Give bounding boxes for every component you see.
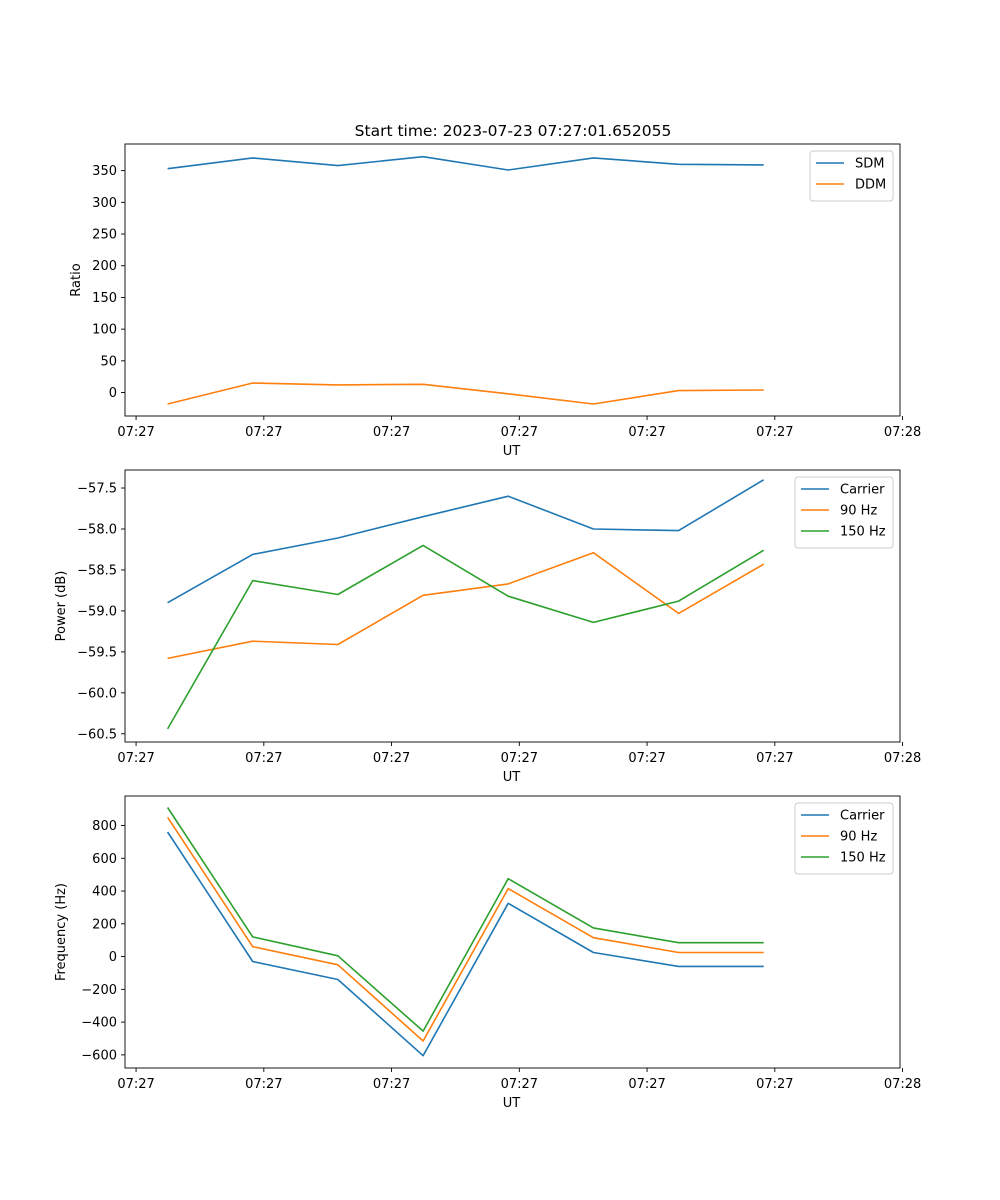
y-tick-label: −200	[81, 983, 117, 998]
y-tick-label: 50	[100, 354, 117, 369]
x-tick-label: 07:27	[628, 1077, 665, 1092]
y-tick-label: −400	[81, 1016, 117, 1031]
legend-label: 150 Hz	[840, 851, 886, 866]
y-axis-label: Power (dB)	[54, 571, 69, 642]
panel-3: 07:27 07:27 07:27 07:27 07:27 07:27 07:28 −600 −…	[54, 795, 921, 1111]
x-tick-label: 07:27	[117, 751, 154, 766]
x-axis-label: UT	[503, 444, 521, 459]
series-line-ddm	[167, 382, 764, 405]
x-tick-label: 07:27	[756, 425, 793, 440]
y-tick-label: 100	[92, 323, 117, 338]
legend-label: 150 Hz	[840, 525, 886, 540]
x-tick-label: 07:27	[756, 1077, 793, 1092]
x-tick-label: 07:27	[628, 751, 665, 766]
legend: SDM DDM	[809, 150, 894, 202]
y-tick-label: 0	[109, 950, 117, 965]
y-tick-label: 200	[92, 259, 117, 274]
y-tick-label: 0	[109, 386, 117, 401]
y-axis-label: Ratio	[69, 263, 84, 296]
y-tick-label: −57.5	[77, 482, 117, 497]
series-line-150-hz	[166, 807, 764, 1032]
y-tick-label: 350	[92, 164, 117, 179]
legend-label: DDM	[855, 178, 886, 193]
series-line-150-hz	[166, 544, 765, 730]
axes-frame	[124, 143, 901, 417]
y-tick-label: 400	[92, 885, 117, 900]
axes-frame	[124, 795, 901, 1069]
legend: Carrier 90 Hz 150 Hz	[794, 476, 894, 549]
legend: Carrier 90 Hz 150 Hz	[794, 802, 894, 875]
y-tick-label: 200	[92, 917, 117, 932]
x-tick-label: 07:27	[117, 425, 154, 440]
series-line-90-hz	[167, 551, 765, 660]
x-axis-label: UT	[503, 770, 521, 785]
x-tick-label: 07:27	[373, 751, 410, 766]
series-line-carrier	[166, 831, 764, 1057]
y-tick-label: 600	[92, 852, 117, 867]
y-tick-label: 150	[92, 291, 117, 306]
x-axis-label: UT	[503, 1096, 521, 1111]
y-tick-label: 300	[92, 196, 117, 211]
x-tick-label: 07:27	[628, 425, 665, 440]
panel-1: 07:27 07:27 07:27 07:27 07:27 07:27 07:28 0 50 10…	[69, 143, 921, 459]
y-tick-label: −59.5	[77, 645, 117, 660]
x-tick-label: 07:27	[373, 425, 410, 440]
legend-label: 90 Hz	[840, 504, 877, 519]
x-tick-label: 07:27	[117, 1077, 154, 1092]
x-tick-label: 07:28	[884, 425, 921, 440]
legend-label: Carrier	[840, 483, 885, 498]
y-tick-label: 800	[92, 819, 117, 834]
series-line-sdm	[167, 155, 764, 171]
x-tick-label: 07:27	[373, 1077, 410, 1092]
legend-label: Carrier	[840, 809, 885, 824]
legend-label: 90 Hz	[840, 830, 877, 845]
legend-label: SDM	[855, 157, 884, 172]
figure-title: Start time: 2023-07-23 07:27:01.652055	[355, 122, 672, 140]
x-tick-label: 07:28	[884, 1077, 921, 1092]
y-axis-label: Frequency (Hz)	[54, 883, 69, 981]
x-tick-label: 07:27	[245, 751, 282, 766]
y-tick-label: −60.0	[77, 686, 117, 701]
y-tick-label: −58.5	[77, 563, 117, 578]
y-tick-label: −59.0	[77, 604, 117, 619]
x-tick-label: 07:27	[501, 425, 538, 440]
series-line-90-hz	[166, 816, 764, 1042]
series-line-carrier	[167, 479, 765, 604]
y-tick-label: −58.0	[77, 522, 117, 537]
x-tick-label: 07:27	[245, 1077, 282, 1092]
x-tick-label: 07:28	[884, 751, 921, 766]
panel-2: 07:27 07:27 07:27 07:27 07:27 07:27 07:28 −60.5…	[54, 469, 921, 785]
x-tick-label: 07:27	[501, 751, 538, 766]
y-tick-label: −600	[81, 1048, 117, 1063]
x-tick-label: 07:27	[756, 751, 793, 766]
y-tick-label: 250	[92, 228, 117, 243]
axes-frame	[124, 469, 901, 743]
y-tick-label: −60.5	[77, 727, 117, 742]
x-tick-label: 07:27	[245, 425, 282, 440]
x-tick-label: 07:27	[501, 1077, 538, 1092]
